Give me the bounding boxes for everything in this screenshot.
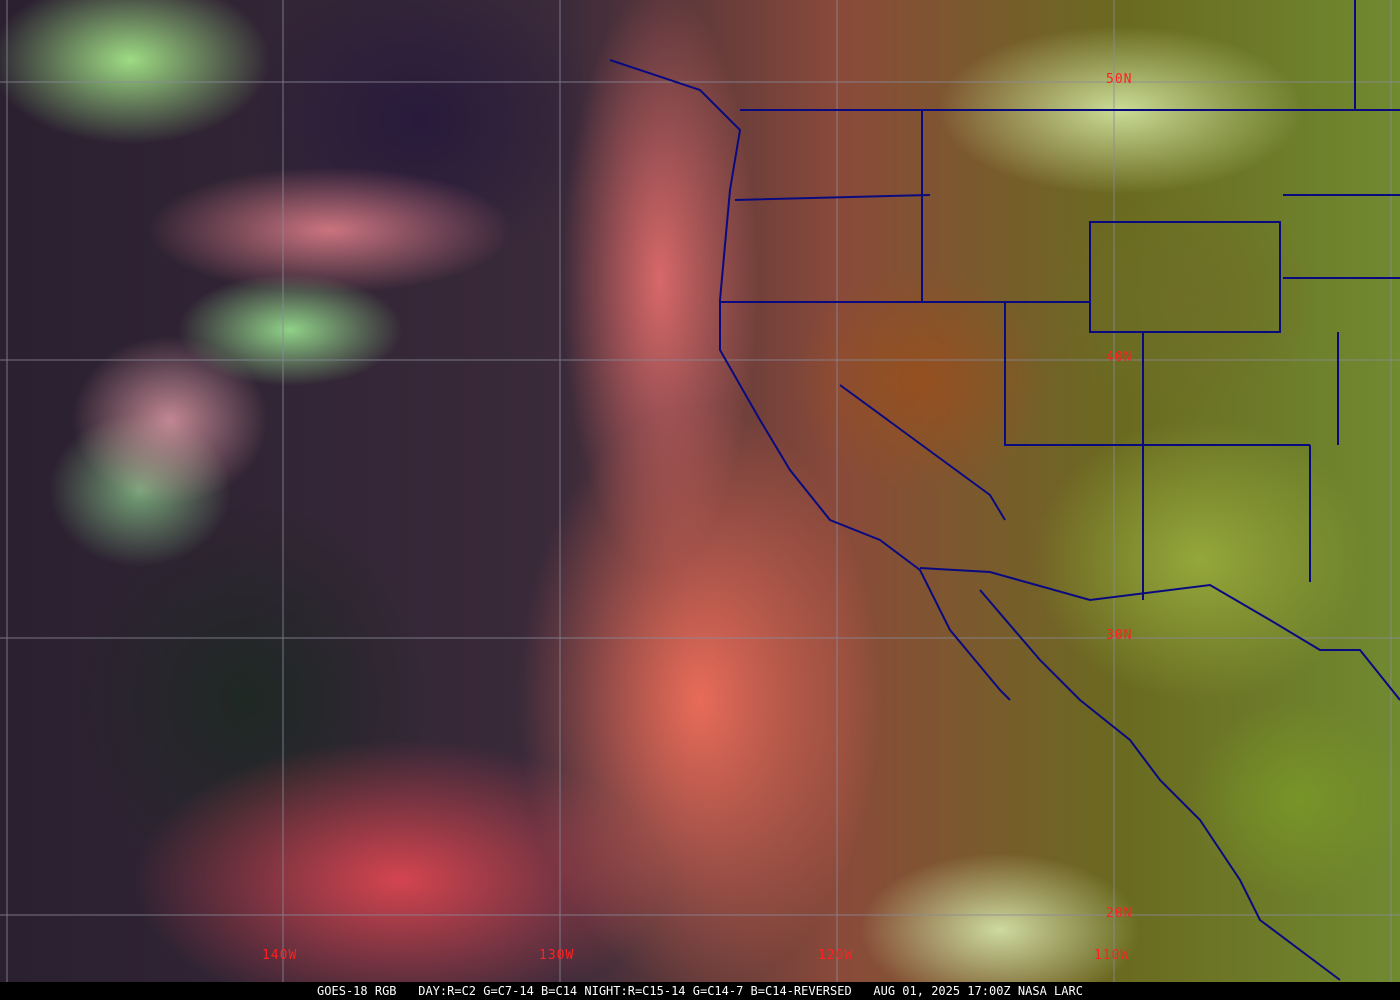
lat-label-40n: 40N: [1106, 350, 1133, 365]
lon-label-110w: 110W: [1094, 948, 1130, 963]
lat-label-50n: 50N: [1106, 72, 1133, 87]
baja-gulf-coast: [979, 589, 1341, 981]
lon-label-130w: 130W: [539, 948, 575, 963]
west-coastline: [609, 59, 1011, 701]
satellite-name: GOES-18 RGB: [317, 984, 397, 998]
credit: NASA LARC: [1017, 984, 1083, 998]
boundaries: [609, 0, 1400, 981]
timestamp: AUG 01, 2025 17:00Z: [873, 984, 1011, 998]
caption-bar: GOES-18 RGB DAY:R=C2 G=C7-14 B=C14 NIGHT…: [0, 982, 1400, 1000]
rgb-recipe: DAY:R=C2 G=C7-14 B=C14 NIGHT:R=C15-14 G=…: [418, 984, 852, 998]
lon-label-120w: 120W: [818, 948, 854, 963]
us-mexico-border: [919, 567, 1400, 701]
lat-label-30n: 30N: [1106, 628, 1133, 643]
state-lines: [720, 0, 1400, 600]
lon-label-140w: 140W: [262, 948, 298, 963]
lat-label-20n: 20N: [1106, 906, 1133, 921]
